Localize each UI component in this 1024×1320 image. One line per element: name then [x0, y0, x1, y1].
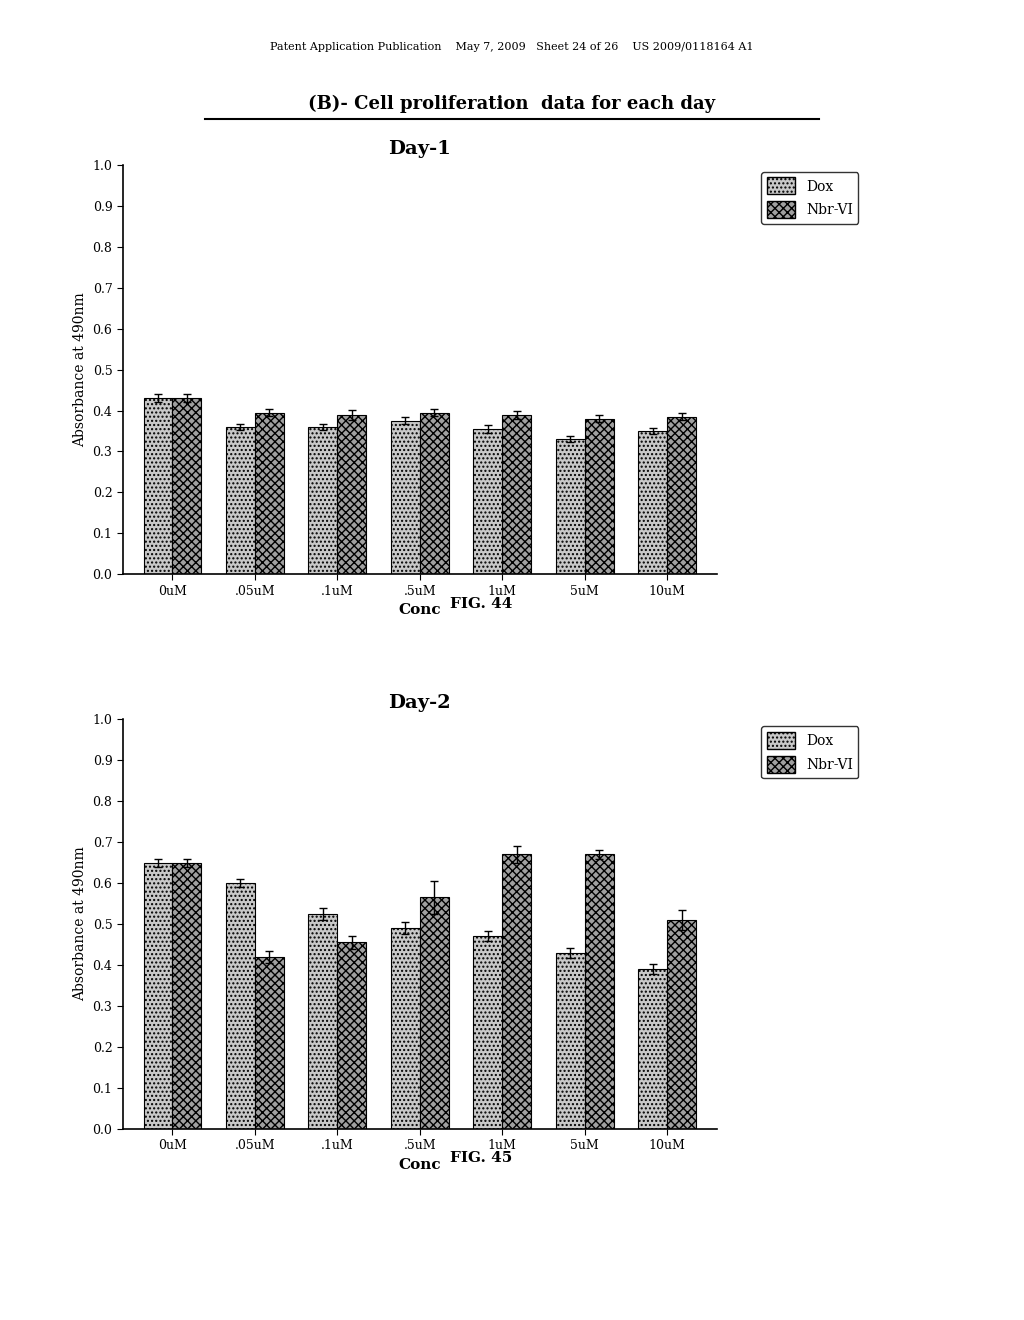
Bar: [503, 414, 531, 574]
Bar: [585, 418, 613, 574]
Bar: [172, 863, 202, 1129]
Bar: [308, 426, 337, 574]
Title: Day-1: Day-1: [388, 140, 452, 158]
Bar: [226, 426, 255, 574]
Bar: [391, 421, 420, 574]
X-axis label: Conc: Conc: [398, 1158, 441, 1172]
Title: Day-2: Day-2: [388, 694, 452, 713]
Bar: [556, 440, 585, 574]
Bar: [638, 969, 668, 1129]
Bar: [337, 414, 367, 574]
Legend: Dox, Nbr-VI: Dox, Nbr-VI: [762, 726, 858, 779]
Text: (B)- Cell proliferation  data for each day: (B)- Cell proliferation data for each da…: [308, 95, 716, 114]
Bar: [473, 429, 503, 574]
Y-axis label: Absorbance at 490nm: Absorbance at 490nm: [73, 292, 87, 447]
Text: Patent Application Publication    May 7, 2009   Sheet 24 of 26    US 2009/011816: Patent Application Publication May 7, 20…: [270, 42, 754, 53]
Text: FIG. 45: FIG. 45: [451, 1151, 512, 1166]
Bar: [668, 417, 696, 574]
Bar: [143, 399, 172, 574]
Legend: Dox, Nbr-VI: Dox, Nbr-VI: [762, 172, 858, 224]
Bar: [255, 957, 284, 1129]
Bar: [668, 920, 696, 1129]
Bar: [473, 936, 503, 1129]
Bar: [226, 883, 255, 1129]
Bar: [143, 863, 172, 1129]
Y-axis label: Absorbance at 490nm: Absorbance at 490nm: [73, 846, 87, 1002]
X-axis label: Conc: Conc: [398, 603, 441, 618]
Bar: [391, 928, 420, 1129]
Bar: [503, 854, 531, 1129]
Bar: [556, 953, 585, 1129]
Bar: [420, 898, 449, 1129]
Bar: [420, 413, 449, 574]
Bar: [585, 854, 613, 1129]
Text: FIG. 44: FIG. 44: [451, 597, 512, 611]
Bar: [308, 913, 337, 1129]
Bar: [172, 399, 202, 574]
Bar: [638, 430, 668, 574]
Bar: [255, 413, 284, 574]
Bar: [337, 942, 367, 1129]
